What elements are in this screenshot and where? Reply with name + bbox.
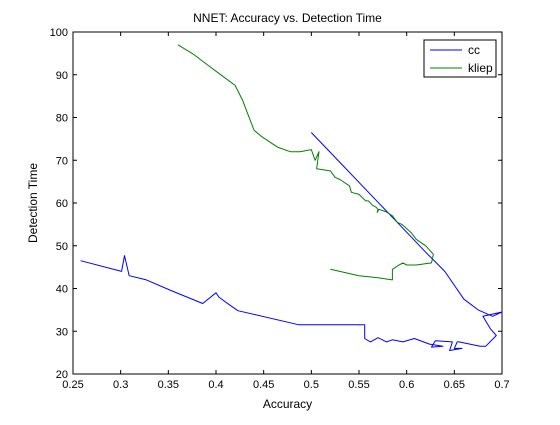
y-tick-label: 50 xyxy=(56,241,68,253)
legend: cc kliep xyxy=(423,39,497,78)
x-tick-label: 0.45 xyxy=(253,379,274,391)
y-tick-label: 60 xyxy=(56,198,68,210)
y-tick-label: 20 xyxy=(56,369,68,381)
x-tick-label: 0.5 xyxy=(304,379,319,391)
y-tick-label: 70 xyxy=(56,155,68,167)
chart-title: NNET: Accuracy vs. Detection Time xyxy=(193,11,382,25)
x-tick-label: 0.3 xyxy=(113,379,128,391)
legend-label-kliep: kliep xyxy=(468,61,493,75)
y-tick-label: 90 xyxy=(56,70,68,82)
x-tick-label: 0.6 xyxy=(399,379,414,391)
series-line-kliep xyxy=(177,44,434,281)
x-tick-label: 0.55 xyxy=(348,379,369,391)
y-tick-label: 80 xyxy=(56,113,68,125)
y-axis-label: Detection Time xyxy=(26,163,40,243)
series-line-cc xyxy=(80,132,503,351)
x-tick-label: 0.65 xyxy=(444,379,465,391)
x-tick-label: 0.4 xyxy=(208,379,223,391)
y-axis-ticks: 20 30 40 50 60 70 80 90 100 xyxy=(50,27,502,381)
legend-label-cc: cc xyxy=(468,43,480,57)
y-tick-label: 100 xyxy=(50,27,68,39)
x-tick-label: 0.25 xyxy=(62,379,83,391)
series-layer xyxy=(80,44,503,351)
y-tick-label: 40 xyxy=(56,284,68,296)
plot-area xyxy=(72,31,503,375)
x-tick-label: 0.7 xyxy=(494,379,509,391)
x-axis-ticks: 0.25 0.3 0.35 0.4 0.45 0.5 0.55 0.6 0.65 0.7 xyxy=(62,32,510,391)
x-tick-label: 0.35 xyxy=(158,379,179,391)
legend-box xyxy=(423,39,497,78)
y-tick-label: 30 xyxy=(56,326,68,338)
x-axis-label: Accuracy xyxy=(263,397,312,411)
